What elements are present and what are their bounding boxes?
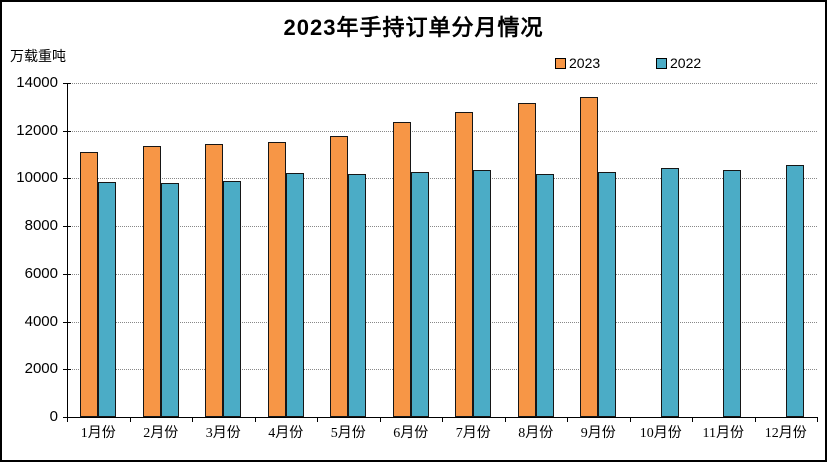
x-axis-label-m5: 5月份 — [330, 426, 366, 441]
gridline-8000 — [67, 226, 817, 228]
bar-2023-m7 — [455, 111, 474, 417]
x-axis-tick — [129, 417, 131, 422]
y-axis-label-2000: 2000 — [24, 360, 58, 378]
x-axis-tick — [754, 417, 756, 422]
y-axis-unit-label: 万载重吨 — [10, 48, 66, 64]
y-axis-label-8000: 8000 — [24, 217, 58, 235]
legend-item-2022: 2022 — [656, 55, 701, 71]
x-axis-label-m12: 12月份 — [764, 426, 807, 441]
y-axis-label-4000: 4000 — [24, 312, 58, 330]
x-axis-label-m1: 1月份 — [80, 426, 116, 441]
bar-2023-m6 — [392, 121, 411, 417]
y-axis-label-6000: 6000 — [24, 264, 58, 282]
bar-2022-m7 — [473, 169, 492, 417]
x-axis-tick — [504, 417, 506, 422]
bar-2023-m8 — [517, 103, 536, 417]
x-axis-tick — [692, 417, 693, 422]
x-axis-tick — [567, 417, 568, 422]
y-axis-label-14000: 14000 — [16, 74, 58, 91]
legend-swatch-2022-icon — [656, 57, 667, 69]
gridline-12000 — [67, 130, 817, 132]
x-axis-label-m4: 4月份 — [268, 426, 304, 441]
x-axis-tick — [379, 417, 381, 422]
chart-title: 2023年手持订单分月情况 — [283, 15, 544, 40]
legend-swatch-2023-icon — [555, 57, 566, 69]
legend-label-2023: 2023 — [569, 55, 601, 71]
bar-2023-m3 — [205, 143, 224, 417]
bar-2022-m3 — [223, 180, 242, 417]
bar-2023-m4 — [267, 142, 286, 417]
x-axis-label-m8: 8月份 — [518, 426, 554, 441]
x-axis-label-m2: 2月份 — [143, 426, 179, 441]
x-axis-tick — [442, 417, 443, 422]
bar-2022-m1 — [98, 182, 117, 417]
x-axis-tick — [67, 417, 68, 422]
x-axis-label-m6: 6月份 — [393, 426, 429, 441]
y-axis-line — [67, 83, 68, 418]
y-axis-label-12000: 12000 — [16, 121, 58, 139]
bar-2022-m8 — [535, 173, 554, 417]
bar-2023-m2 — [142, 146, 161, 417]
gridline-4000 — [67, 321, 817, 323]
bar-2022-m2 — [160, 183, 179, 417]
y-axis-label-0: 0 — [49, 408, 58, 425]
bar-2022-m4 — [285, 172, 304, 417]
x-axis-tick — [254, 417, 256, 422]
bar-2022-m6 — [410, 171, 429, 417]
gridline-14000 — [67, 83, 817, 84]
bar-2023-m9 — [580, 97, 599, 417]
x-axis-tick — [817, 417, 818, 422]
x-axis-label-m3: 3月份 — [205, 426, 241, 441]
bar-2023-m1 — [80, 151, 99, 417]
legend-label-2022: 2022 — [670, 55, 702, 71]
x-axis-label-m9: 9月份 — [580, 426, 616, 441]
bar-2023-m5 — [330, 135, 349, 417]
gridline-6000 — [67, 273, 817, 275]
x-axis-tick — [629, 417, 631, 422]
bar-2022-m5 — [348, 173, 367, 417]
y-axis-label-10000: 10000 — [16, 169, 58, 187]
x-axis-label-m11: 11月份 — [702, 426, 744, 441]
gridline-10000 — [67, 178, 817, 180]
bar-2022-m10 — [660, 167, 679, 417]
x-axis-label-m10: 10月份 — [639, 426, 682, 441]
bar-2022-m11 — [723, 170, 742, 417]
bar-2022-m9 — [598, 172, 617, 417]
legend-item-2023: 2023 — [555, 55, 600, 71]
bar-2022-m12 — [785, 165, 804, 417]
x-axis-tick — [192, 417, 193, 422]
gridline-2000 — [67, 369, 817, 371]
x-axis-tick — [317, 417, 318, 422]
x-axis-label-m7: 7月份 — [455, 426, 491, 441]
